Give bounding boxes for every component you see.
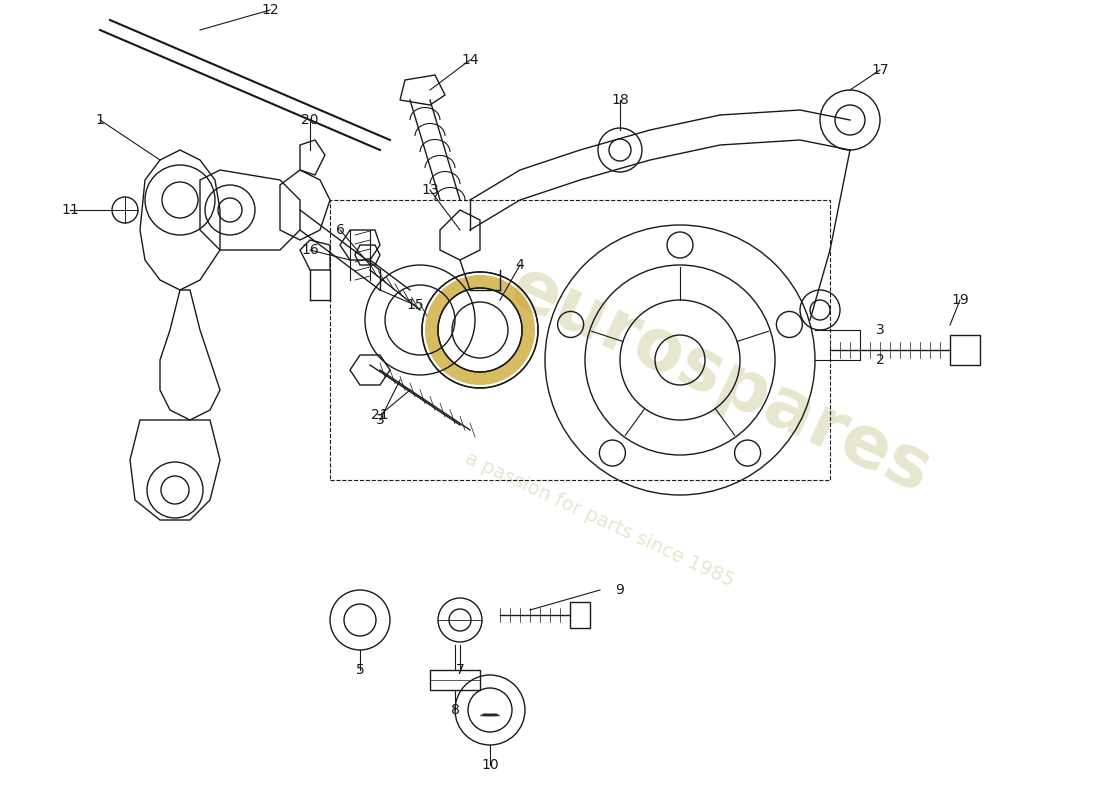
Text: 5: 5 xyxy=(355,663,364,677)
Text: 7: 7 xyxy=(455,663,464,677)
Text: 16: 16 xyxy=(301,243,319,257)
Text: 15: 15 xyxy=(406,298,424,312)
Text: 3: 3 xyxy=(375,413,384,427)
Text: 13: 13 xyxy=(421,183,439,197)
Text: 10: 10 xyxy=(481,758,498,772)
Text: 18: 18 xyxy=(612,93,629,107)
Text: 3: 3 xyxy=(876,323,884,337)
Text: 9: 9 xyxy=(616,583,625,597)
Text: 21: 21 xyxy=(371,408,388,422)
Text: 14: 14 xyxy=(461,53,478,67)
Text: 11: 11 xyxy=(62,203,79,217)
Text: 2: 2 xyxy=(876,353,884,367)
Wedge shape xyxy=(425,275,535,385)
Text: 6: 6 xyxy=(336,223,344,237)
Circle shape xyxy=(112,197,138,223)
Text: 12: 12 xyxy=(261,3,278,17)
Text: 17: 17 xyxy=(871,63,889,77)
Text: 19: 19 xyxy=(952,293,969,307)
Text: 8: 8 xyxy=(451,703,460,717)
Text: 20: 20 xyxy=(301,113,319,127)
Text: a passion for parts since 1985: a passion for parts since 1985 xyxy=(462,449,738,591)
Text: 1: 1 xyxy=(96,113,104,127)
Text: 4: 4 xyxy=(516,258,525,272)
Text: eurospares: eurospares xyxy=(498,252,942,508)
